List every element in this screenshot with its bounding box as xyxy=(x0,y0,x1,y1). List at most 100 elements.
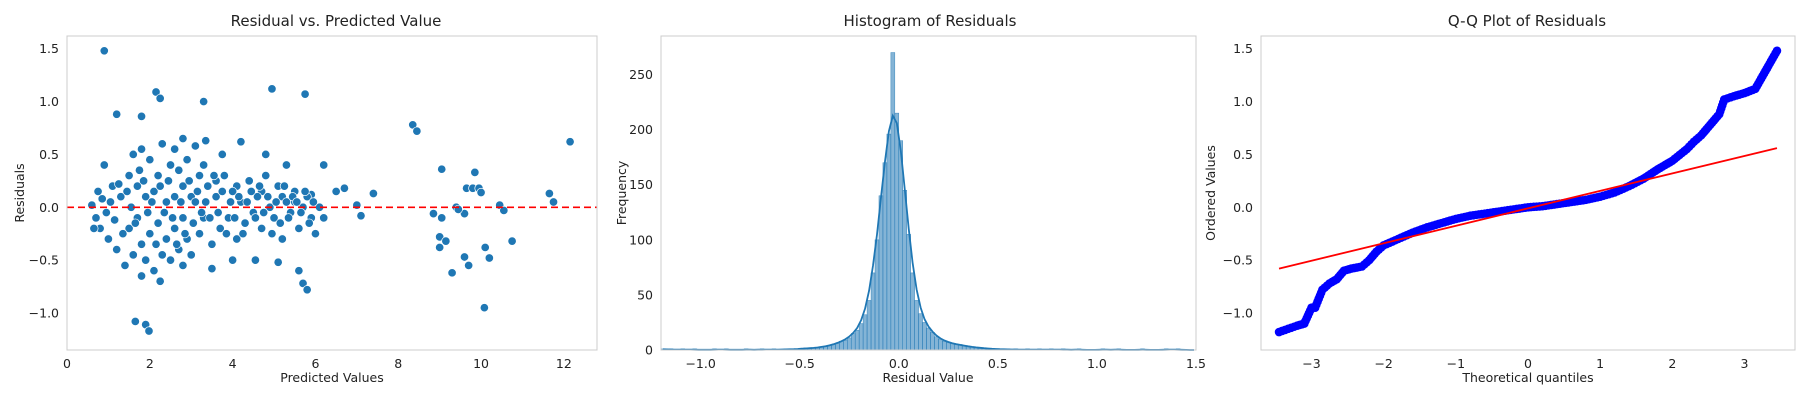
scatter-point xyxy=(279,181,289,191)
scatter-point xyxy=(484,253,494,263)
y-tick-label: 50 xyxy=(637,287,653,302)
scatter-point xyxy=(275,218,285,228)
scatter-point xyxy=(141,255,151,265)
scatter-point xyxy=(170,144,180,154)
scatter-point xyxy=(105,197,116,207)
scatter-point xyxy=(99,46,109,56)
scatter-point xyxy=(308,197,318,207)
histogram-bar xyxy=(914,300,919,351)
scatter-point xyxy=(110,215,120,225)
scatter-point xyxy=(319,160,329,170)
x-tick-label: 12 xyxy=(556,356,572,371)
scatter-point xyxy=(368,188,378,199)
scatter-point xyxy=(408,120,418,130)
scatter-point xyxy=(182,155,192,165)
histogram-bar xyxy=(942,340,947,351)
scatter-point xyxy=(168,213,178,223)
histogram-bar xyxy=(854,329,860,351)
histogram-bar xyxy=(874,239,880,351)
scatter-point xyxy=(356,211,366,221)
scatter-point xyxy=(480,242,490,252)
scatter-point xyxy=(89,223,99,233)
scatter-point xyxy=(174,165,184,175)
scatter-point xyxy=(161,234,171,244)
scatter-point xyxy=(170,192,180,202)
x-tick-label: 2 xyxy=(146,356,154,371)
scatter-point xyxy=(132,181,142,191)
scatter-point xyxy=(240,218,250,228)
y-tick-label: 0 xyxy=(645,343,653,358)
plot-frame xyxy=(660,35,1197,351)
scatter-point xyxy=(277,234,287,244)
scatter-point xyxy=(136,239,147,249)
scatter-point xyxy=(507,236,517,246)
scatter-point xyxy=(97,194,107,204)
scatter-point xyxy=(292,197,302,207)
x-tick-label: −2 xyxy=(1374,356,1392,371)
scatter-point xyxy=(236,137,246,147)
scatter-point xyxy=(300,89,310,99)
x-tick-label: −1.0 xyxy=(685,356,715,371)
y-tick-label: 1.5 xyxy=(39,41,59,56)
x-tick-label: 3 xyxy=(1741,356,1749,371)
y-axis-label: Residuals xyxy=(12,163,27,222)
scatter-point xyxy=(234,192,244,202)
histogram-bar xyxy=(894,112,900,351)
chart-title: Residual vs. Predicted Value xyxy=(231,12,442,30)
histogram-bar xyxy=(835,343,840,351)
scatter-point xyxy=(176,197,186,207)
qq-fit-line xyxy=(1278,147,1778,270)
histogram-bar xyxy=(862,314,868,351)
scatter-point xyxy=(428,209,438,219)
histogram-bar xyxy=(926,327,931,351)
histogram-bar xyxy=(934,336,939,351)
scatter-point xyxy=(153,218,163,228)
scatter-point xyxy=(188,218,198,228)
scatter-point xyxy=(211,192,221,202)
scatter-point xyxy=(136,271,147,281)
scatter-point xyxy=(476,187,486,198)
y-tick-label: 1.0 xyxy=(1233,94,1253,109)
histogram-bar xyxy=(843,339,848,351)
scatter-point xyxy=(99,160,109,170)
scatter-point xyxy=(130,218,140,228)
scatter-point xyxy=(178,213,188,223)
scatter-point xyxy=(544,188,554,199)
kde-curve xyxy=(662,113,1194,351)
scatter-point xyxy=(244,176,254,186)
x-tick-label: 0.5 xyxy=(988,356,1008,371)
scatter-point xyxy=(294,266,304,276)
scatter-point xyxy=(165,160,176,170)
scatter-point xyxy=(319,213,329,223)
scatter-point xyxy=(87,200,97,210)
scatter-point xyxy=(267,229,277,239)
y-tick-label: 150 xyxy=(629,177,653,192)
scatter-point xyxy=(163,176,173,186)
scatter-point xyxy=(437,213,447,223)
chart-title: Q-Q Plot of Residuals xyxy=(1448,12,1606,30)
scatter-point xyxy=(250,255,260,265)
scatter-point xyxy=(192,186,202,196)
scatter-point xyxy=(201,197,211,207)
scatter-point xyxy=(453,204,463,214)
scatter-point xyxy=(149,266,159,276)
histogram-bar xyxy=(886,133,892,351)
scatter-point xyxy=(226,197,236,207)
scatter-point xyxy=(147,197,157,207)
scatter-point xyxy=(207,239,217,249)
scatter-point xyxy=(252,192,263,202)
scatter-point xyxy=(112,245,122,255)
scatter-point xyxy=(281,160,292,170)
scatter-point xyxy=(145,155,155,165)
histogram-bar xyxy=(866,300,872,351)
scatter-point xyxy=(151,239,161,249)
scatter-point xyxy=(273,257,283,267)
scatter-point xyxy=(165,255,176,265)
scatter-point xyxy=(302,285,312,295)
scatter-point xyxy=(161,197,171,207)
scatter-point xyxy=(114,179,124,189)
scatter-point xyxy=(116,192,126,202)
scatter-point xyxy=(435,242,445,252)
y-tick-label: 250 xyxy=(629,67,653,82)
